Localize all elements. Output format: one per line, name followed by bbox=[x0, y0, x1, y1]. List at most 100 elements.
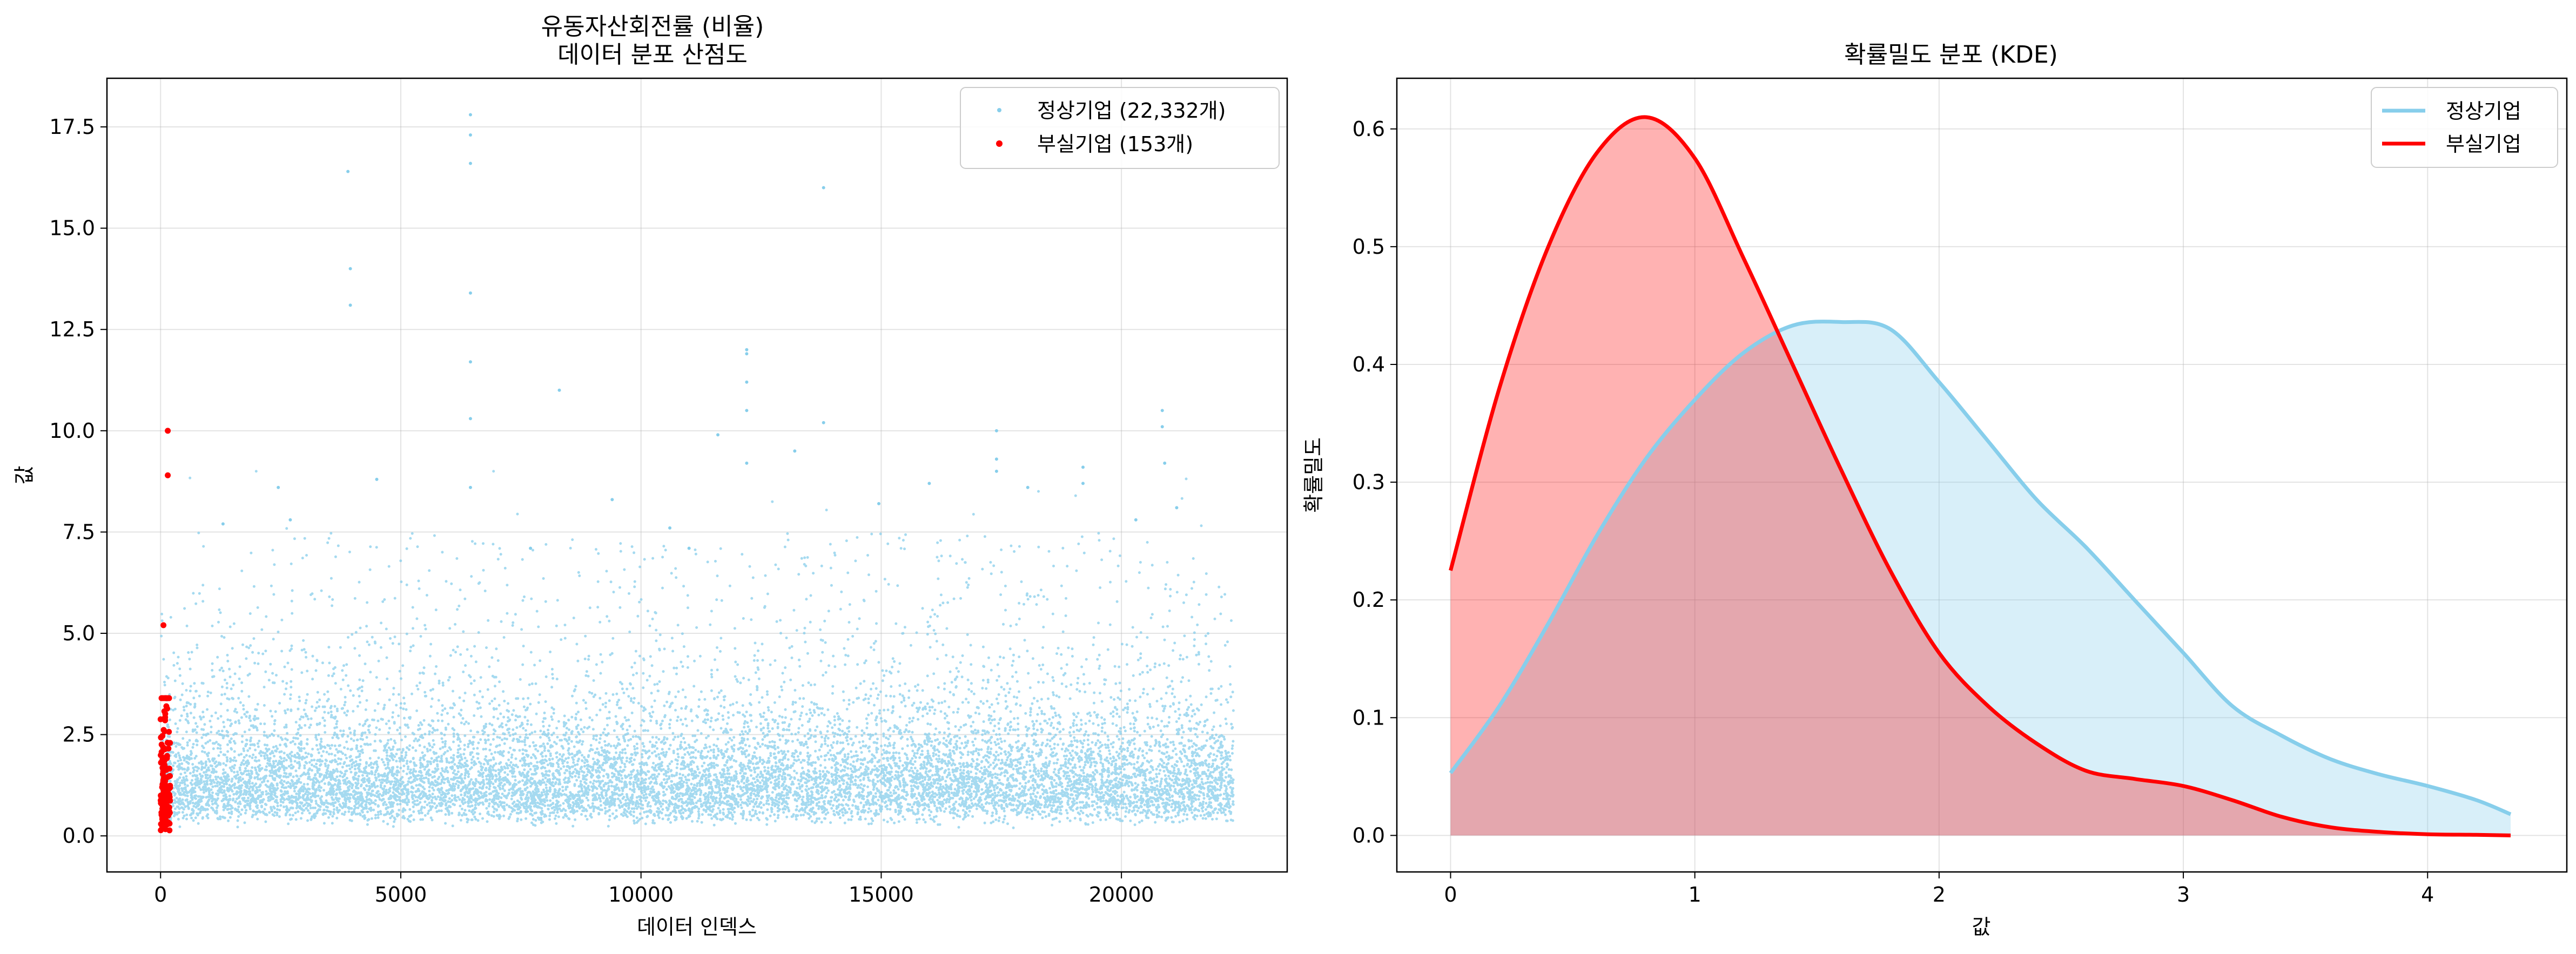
scatter-title: 유동자산회전률 (비율) bbox=[541, 13, 764, 40]
scatter-failing-outlier bbox=[158, 695, 165, 701]
scatter-normal-outlier bbox=[1081, 482, 1085, 485]
scatter-failing-outlier bbox=[165, 472, 171, 478]
kde-legend-normal-label: 정상기업 bbox=[2446, 99, 2521, 123]
scatter-normal-outlier bbox=[468, 417, 472, 421]
scatter-normal-outlier bbox=[927, 482, 931, 485]
scatter-normal-outlier bbox=[793, 449, 797, 453]
scatter-normal-outlier bbox=[668, 526, 672, 530]
scatter-legend-fail-label: 부실기업 (153개) bbox=[1037, 132, 1193, 156]
scatter-normal-outlier bbox=[468, 133, 472, 137]
kde-x-tick-label: 1 bbox=[1689, 883, 1701, 906]
scatter-failing-point bbox=[159, 814, 166, 821]
kde-plot-frame bbox=[1396, 77, 2568, 873]
kde-x-tick-label: 3 bbox=[2177, 883, 2190, 906]
scatter-failing-point bbox=[160, 768, 166, 775]
scatter-failing-point bbox=[164, 740, 171, 746]
scatter-normal-outlier bbox=[745, 461, 749, 465]
scatter-x-tick-label: 15000 bbox=[849, 883, 914, 906]
scatter-failing-point bbox=[167, 773, 173, 779]
scatter-normal-points bbox=[159, 113, 1235, 829]
kde-failing-area bbox=[1450, 117, 2511, 836]
scatter-normal-outlier bbox=[468, 161, 472, 165]
scatter-normal-outlier bbox=[877, 502, 880, 505]
scatter-x-tick-label: 10000 bbox=[608, 883, 674, 906]
kde-y-tick-label: 0.1 bbox=[1353, 706, 1385, 729]
scatter-normal-outlier bbox=[1134, 518, 1138, 522]
scatter-y-tick-label: 2.5 bbox=[63, 723, 95, 747]
scatter-failing-outlier bbox=[165, 428, 171, 434]
scatter-failing-points bbox=[157, 428, 173, 834]
scatter-normal-outlier bbox=[994, 469, 998, 473]
scatter-failing-point bbox=[159, 733, 166, 739]
kde-legend-box bbox=[2371, 87, 2558, 168]
scatter-failing-point bbox=[161, 746, 167, 753]
scatter-x-tick-label: 5000 bbox=[375, 883, 427, 906]
kde-y-tick-label: 0.4 bbox=[1353, 353, 1385, 376]
scatter-normal-outlier bbox=[687, 546, 691, 550]
scatter-legend-normal-label: 정상기업 (22,332개) bbox=[1037, 99, 1226, 123]
scatter-normal-outlier bbox=[468, 113, 472, 117]
scatter-y-tick-label: 10.0 bbox=[49, 419, 95, 443]
scatter-normal-cloud bbox=[159, 470, 1235, 829]
scatter-legend-fail-marker bbox=[996, 140, 1003, 147]
scatter-ticks: 0 5000 10000 15000 20000 0.0 2.5 5.0 7.5 10.0 12.5… bbox=[49, 115, 1154, 906]
kde-title: 확률밀도 분포 (KDE) bbox=[1844, 41, 2058, 69]
scatter-failing-point bbox=[158, 827, 164, 834]
kde-normal-line bbox=[1449, 320, 2512, 816]
scatter-normal-outlier bbox=[348, 303, 352, 307]
scatter-normal-outlier bbox=[468, 485, 472, 489]
scatter-normal-outlier bbox=[346, 170, 350, 173]
scatter-normal-outlier bbox=[610, 498, 614, 502]
scatter-normal-outlier bbox=[1160, 425, 1164, 429]
scatter-normal-outlier bbox=[1160, 409, 1164, 412]
scatter-failing-point bbox=[163, 822, 169, 828]
scatter-normal-outlier bbox=[745, 380, 749, 384]
scatter-normal-outlier bbox=[1163, 461, 1167, 465]
scatter-legend-box bbox=[960, 87, 1280, 169]
scatter-failing-outlier bbox=[163, 703, 170, 709]
scatter-panel: 유동자산회전률 (비율) 데이터 분포 산점도 0 5000 10000 15000 2… bbox=[12, 13, 1288, 939]
scatter-normal-outlier bbox=[529, 546, 533, 550]
scatter-y-tick-label: 12.5 bbox=[49, 317, 95, 341]
kde-failing-line bbox=[1449, 115, 2511, 837]
scatter-failing-point bbox=[161, 757, 167, 764]
scatter-normal-outlier bbox=[277, 485, 280, 489]
scatter-xlabel: 데이터 인덱스 bbox=[637, 915, 757, 939]
scatter-failing-point bbox=[166, 827, 173, 834]
scatter-failing-point bbox=[164, 803, 171, 810]
scatter-normal-outlier bbox=[1175, 506, 1179, 510]
scatter-normal-outlier bbox=[822, 421, 825, 424]
scatter-normal-outlier bbox=[468, 291, 472, 295]
kde-y-tick-label: 0.2 bbox=[1353, 588, 1385, 612]
kde-ticks: 0 1 2 3 4 0.0 0.1 0.2 0.3 0.4 0.5 0.6 bbox=[1353, 117, 2434, 906]
scatter-failing-point bbox=[165, 795, 172, 801]
scatter-normal-outlier bbox=[288, 518, 292, 522]
kde-y-tick-label: 0.3 bbox=[1353, 470, 1385, 494]
scatter-failing-point bbox=[165, 784, 171, 790]
kde-normal-area bbox=[1450, 321, 2511, 836]
kde-xlabel: 값 bbox=[1972, 915, 1991, 939]
scatter-y-tick-label: 7.5 bbox=[63, 520, 95, 544]
scatter-plot-frame bbox=[106, 77, 1288, 873]
scatter-failing-point bbox=[162, 728, 168, 735]
scatter-normal-outlier bbox=[994, 429, 998, 432]
scatter-subtitle: 데이터 분포 산점도 bbox=[557, 41, 748, 69]
scatter-y-tick-label: 15.0 bbox=[49, 216, 95, 240]
scatter-failing-outlier bbox=[162, 715, 168, 722]
kde-panel: 확률밀도 분포 (KDE) 0 1 2 3 4 0.0 0.1 0.2 0.3 0.4 0.5 0.6… bbox=[1302, 41, 2568, 939]
scatter-failing-point bbox=[166, 695, 172, 701]
kde-legend-fail-label: 부실기업 bbox=[2446, 132, 2521, 156]
scatter-failing-point bbox=[160, 807, 166, 814]
kde-x-tick-label: 2 bbox=[1933, 883, 1946, 906]
scatter-normal-outlier bbox=[221, 522, 225, 526]
kde-y-tick-label: 0.0 bbox=[1353, 823, 1385, 847]
scatter-failing-point bbox=[157, 797, 164, 804]
scatter-normal-outlier bbox=[745, 348, 749, 351]
scatter-normal-outlier bbox=[1026, 485, 1030, 489]
scatter-x-tick-label: 20000 bbox=[1089, 883, 1154, 906]
scatter-failing-point bbox=[158, 792, 164, 799]
scatter-normal-outlier bbox=[557, 388, 561, 392]
scatter-failing-point bbox=[166, 808, 172, 814]
scatter-y-tick-label: 0.0 bbox=[63, 824, 95, 848]
